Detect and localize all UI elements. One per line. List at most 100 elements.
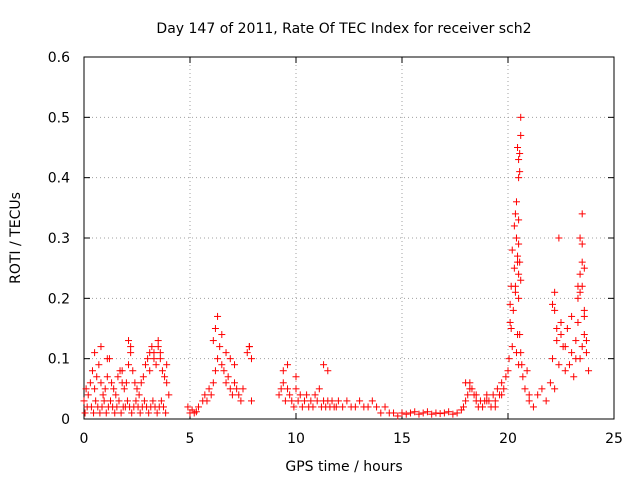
data-point bbox=[511, 288, 519, 296]
data-point bbox=[96, 409, 104, 417]
data-point bbox=[226, 355, 234, 363]
data-point bbox=[557, 318, 565, 326]
data-point bbox=[557, 331, 565, 339]
data-point bbox=[146, 367, 154, 375]
data-point bbox=[563, 325, 571, 332]
data-point bbox=[203, 397, 211, 405]
data-point bbox=[127, 349, 135, 357]
data-point bbox=[576, 270, 584, 278]
data-point bbox=[502, 373, 510, 381]
data-point bbox=[112, 391, 120, 399]
data-point bbox=[508, 343, 516, 351]
data-point bbox=[307, 397, 315, 405]
data-point bbox=[226, 385, 234, 393]
x-tick-label: 25 bbox=[605, 431, 623, 447]
data-point bbox=[519, 373, 527, 381]
data-point bbox=[315, 385, 323, 393]
data-point bbox=[568, 349, 576, 357]
data-point bbox=[275, 391, 283, 399]
data-point bbox=[88, 367, 96, 375]
data-point bbox=[510, 264, 518, 272]
data-point bbox=[154, 337, 162, 345]
data-point bbox=[92, 397, 100, 405]
data-point bbox=[453, 409, 461, 417]
data-point bbox=[239, 385, 247, 393]
data-point bbox=[516, 150, 524, 158]
data-point bbox=[578, 258, 586, 266]
data-point bbox=[214, 355, 222, 363]
data-point bbox=[576, 288, 584, 296]
data-point bbox=[553, 337, 561, 345]
data-point bbox=[411, 408, 419, 416]
data-point bbox=[145, 409, 153, 417]
data-point bbox=[512, 234, 520, 242]
data-point bbox=[84, 391, 92, 399]
data-point bbox=[90, 409, 98, 417]
data-point bbox=[184, 403, 192, 411]
data-point bbox=[516, 258, 524, 266]
data-point bbox=[222, 349, 230, 357]
data-point bbox=[373, 403, 381, 411]
data-point bbox=[462, 379, 470, 387]
data-point bbox=[572, 337, 580, 345]
data-point bbox=[222, 379, 230, 387]
y-tick-label: 0.6 bbox=[48, 50, 70, 66]
data-point bbox=[129, 367, 137, 375]
data-point bbox=[514, 144, 522, 151]
data-point bbox=[162, 409, 170, 417]
data-point bbox=[290, 403, 298, 411]
data-point bbox=[364, 403, 372, 411]
data-point bbox=[585, 367, 593, 375]
data-point bbox=[506, 300, 514, 308]
data-point bbox=[152, 361, 160, 369]
data-point bbox=[332, 403, 340, 411]
data-point bbox=[114, 373, 122, 381]
data-point bbox=[505, 355, 513, 363]
data-point bbox=[428, 410, 436, 418]
data-point bbox=[247, 397, 255, 405]
data-point bbox=[449, 410, 457, 418]
data-point bbox=[80, 397, 88, 405]
data-point bbox=[292, 373, 300, 381]
data-point bbox=[101, 385, 109, 393]
data-point bbox=[377, 409, 385, 417]
data-point bbox=[339, 403, 347, 411]
data-point bbox=[111, 409, 119, 417]
data-point bbox=[580, 306, 588, 314]
data-point bbox=[415, 410, 423, 418]
data-point bbox=[243, 349, 251, 357]
data-point bbox=[127, 343, 135, 351]
data-point bbox=[163, 379, 171, 387]
data-point bbox=[574, 294, 582, 302]
data-point bbox=[298, 403, 306, 411]
data-point bbox=[216, 343, 224, 351]
data-point bbox=[582, 337, 590, 345]
data-point bbox=[390, 409, 398, 417]
data-point bbox=[515, 174, 523, 182]
data-point bbox=[515, 294, 523, 302]
data-point bbox=[146, 349, 154, 357]
y-tick-label: 0.5 bbox=[48, 110, 70, 126]
data-point bbox=[512, 349, 520, 357]
data-point bbox=[231, 379, 239, 387]
data-point bbox=[82, 385, 90, 393]
data-point bbox=[529, 403, 537, 411]
data-point bbox=[398, 409, 406, 417]
data-point bbox=[93, 373, 101, 381]
data-point bbox=[515, 361, 523, 369]
y-axis-title: ROTI / TECUs bbox=[8, 192, 24, 284]
data-point bbox=[459, 403, 467, 411]
data-point bbox=[294, 397, 302, 405]
data-point bbox=[574, 318, 582, 326]
data-point bbox=[110, 385, 118, 393]
data-point bbox=[150, 355, 158, 363]
data-point bbox=[279, 379, 287, 387]
data-point bbox=[432, 409, 440, 417]
data-point bbox=[500, 385, 508, 393]
data-point bbox=[464, 391, 472, 399]
data-point bbox=[555, 361, 563, 369]
data-point bbox=[309, 403, 317, 411]
data-point bbox=[546, 379, 554, 387]
data-point bbox=[320, 361, 328, 369]
data-point bbox=[292, 385, 300, 393]
